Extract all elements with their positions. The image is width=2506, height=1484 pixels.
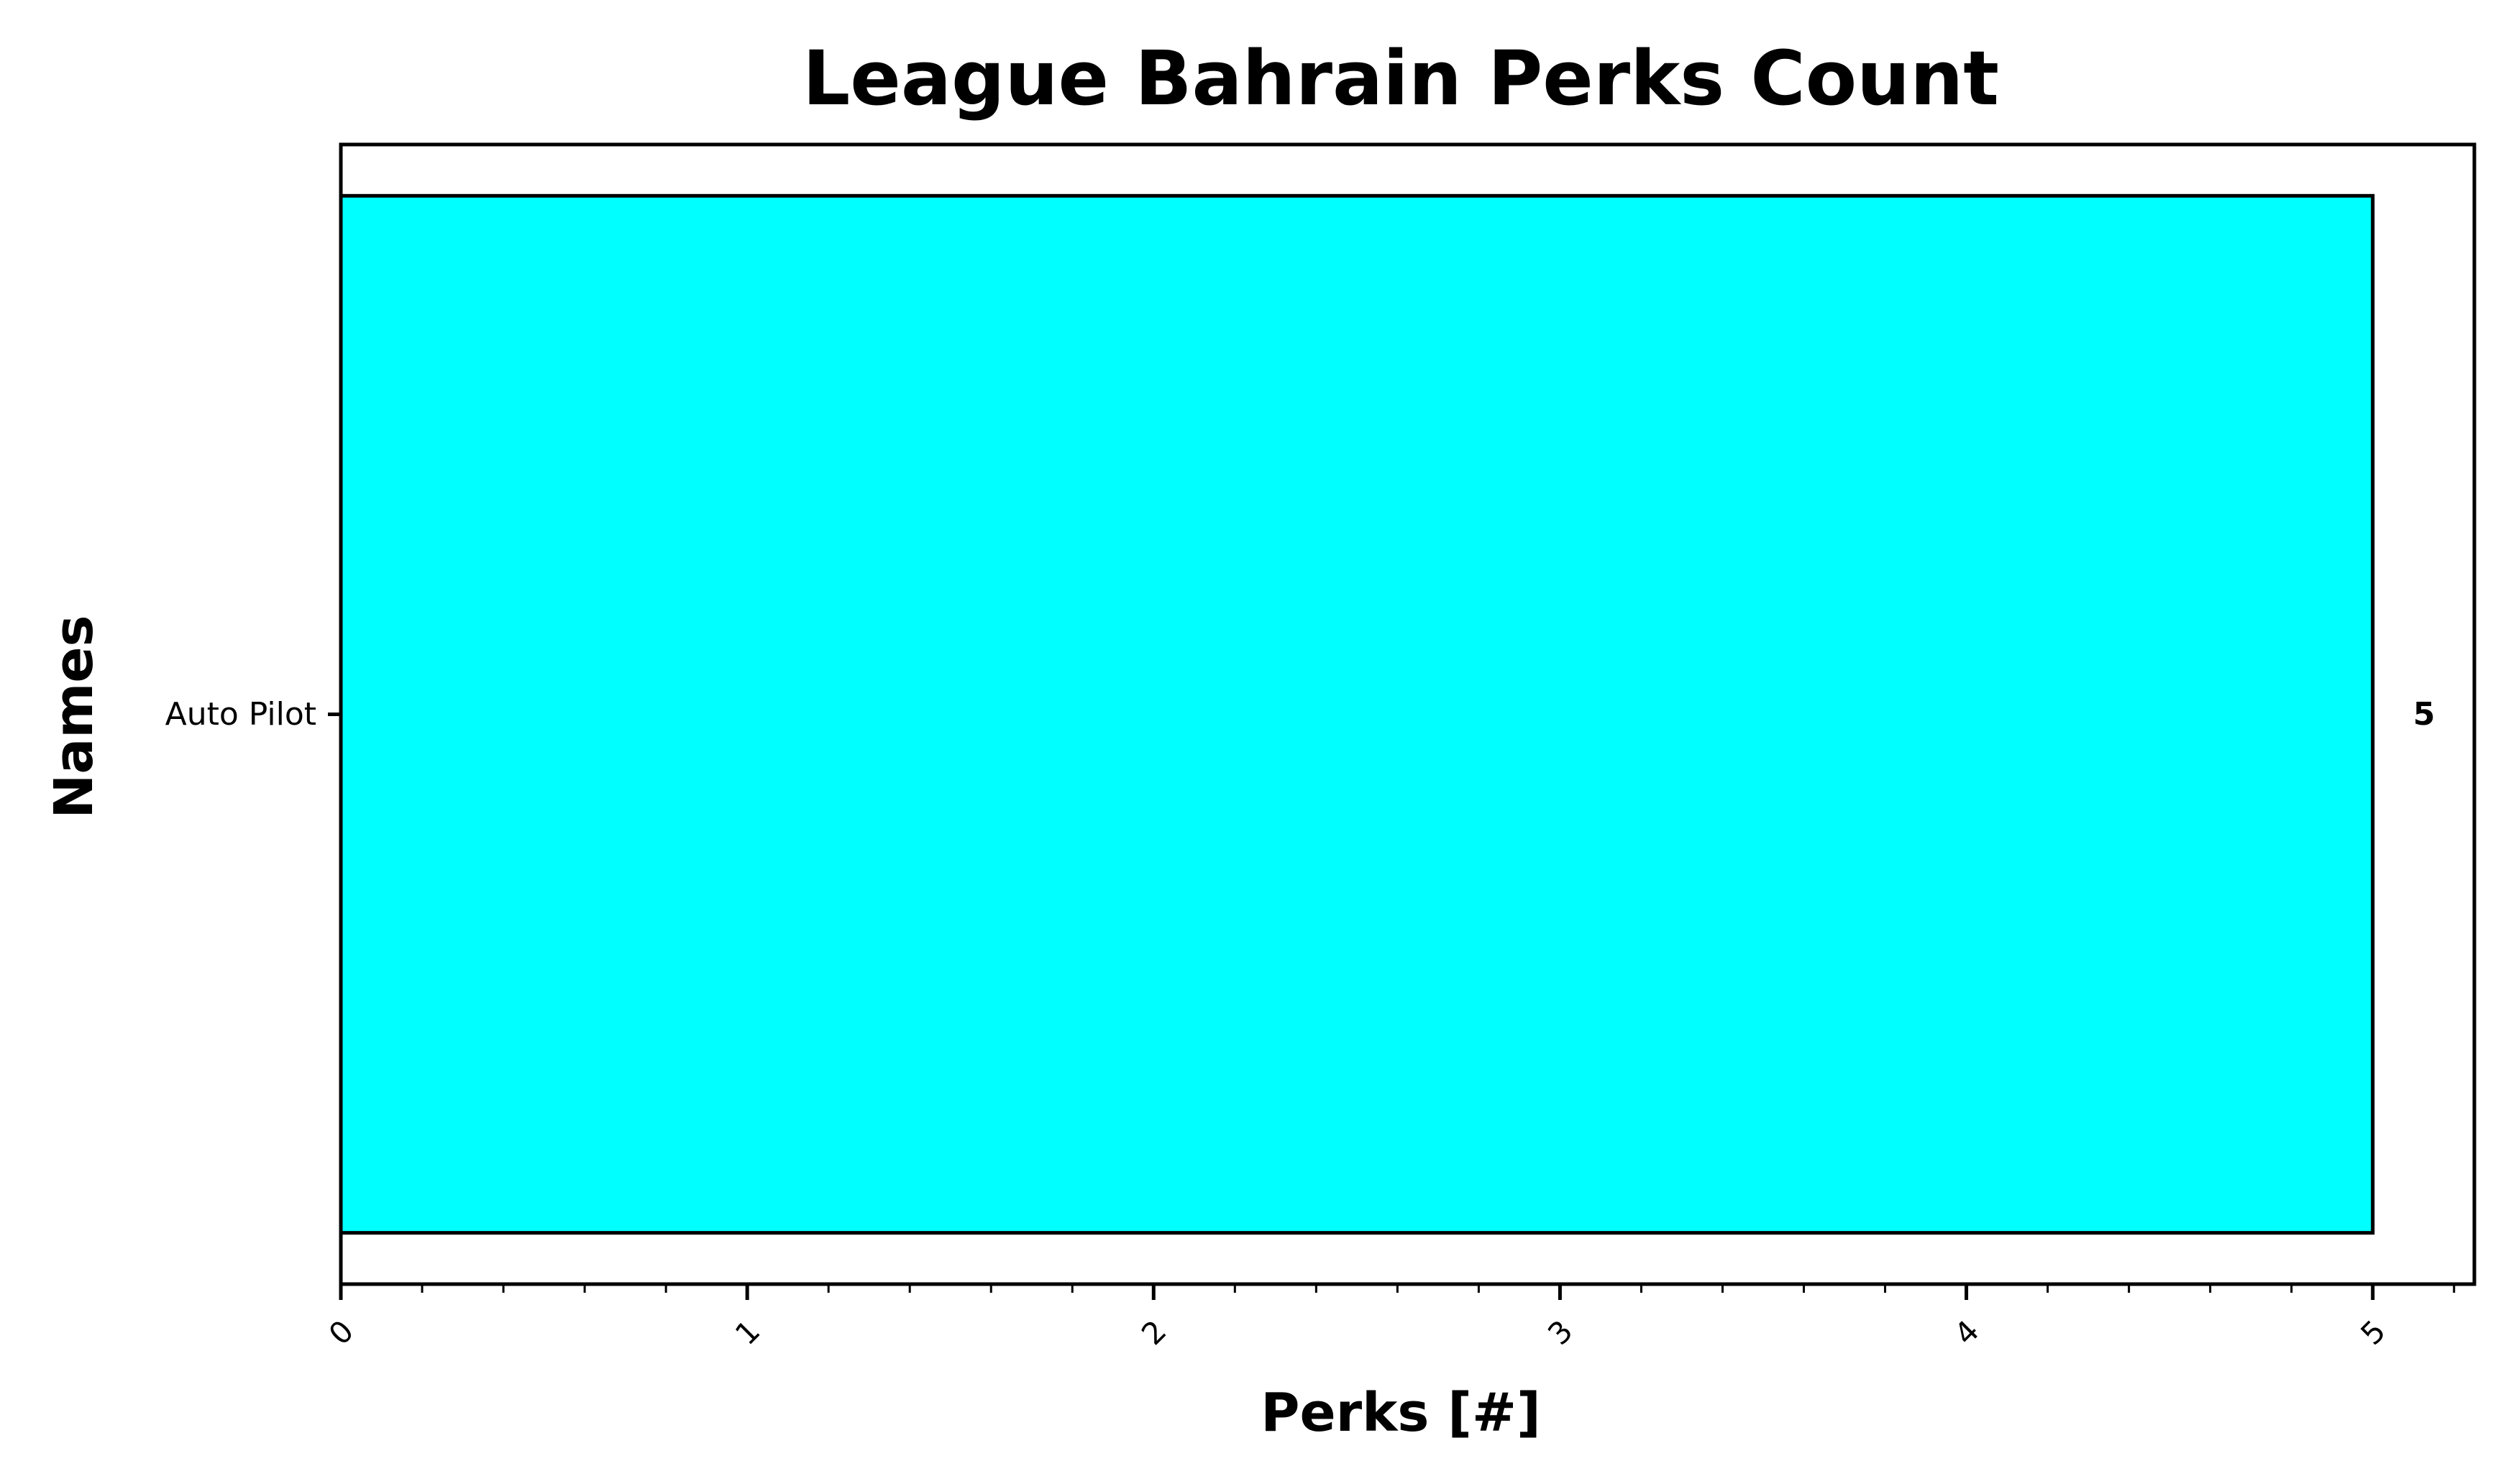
chart-title: League Bahrain Perks Count [802, 35, 1999, 122]
y-axis-label: Names [43, 615, 105, 818]
y-tick-label: Auto Pilot [165, 696, 316, 733]
plot-frame [339, 142, 2477, 1286]
data-label: 5 [2413, 696, 2436, 733]
x-axis-label: Perks [#] [1261, 1382, 1541, 1444]
plot-area: Auto Pilot 50 1 2 3 4 5 [165, 142, 2477, 1352]
bar [339, 193, 2375, 1235]
